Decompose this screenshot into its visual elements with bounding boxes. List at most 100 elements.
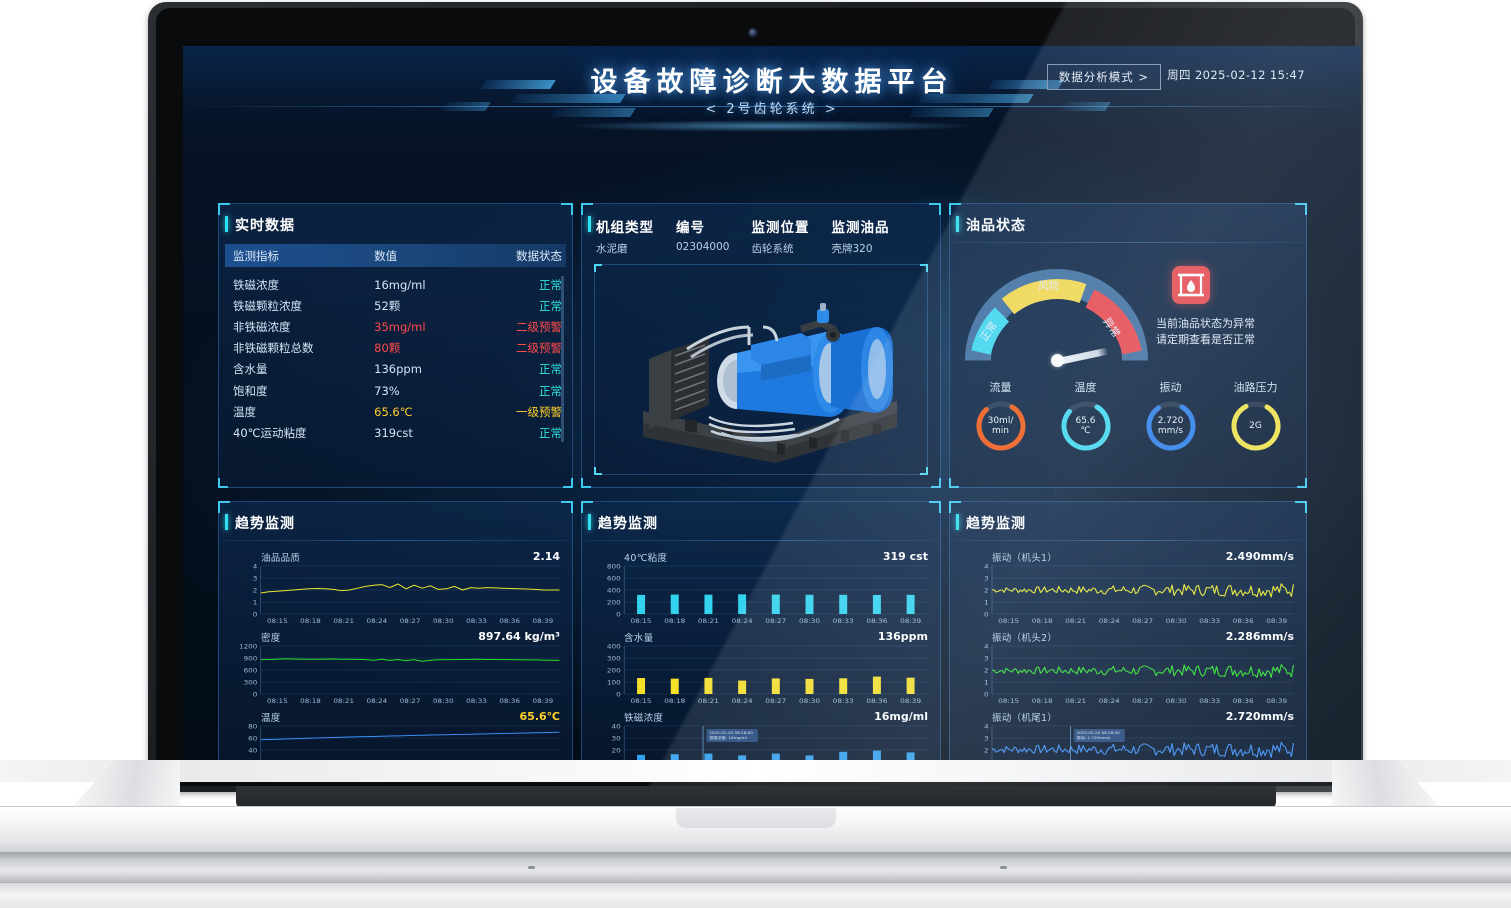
table-row: 铁磁颗粒浓度 52颗 正常 xyxy=(225,295,566,316)
table-row: 温度 65.6℃ 一级预警 xyxy=(225,401,566,422)
row-status: 正常 xyxy=(539,277,562,292)
ring-label: 油路压力 xyxy=(1233,381,1278,394)
page-title: 设备故障诊断大数据平台 xyxy=(590,67,954,98)
svg-text:08:15: 08:15 xyxy=(998,617,1019,624)
chart-temperature: 温度65.6℃02040608008:1508:1808:2108:2408:2… xyxy=(227,710,564,766)
chart-viscosity-40c: 40℃粘度 319 cst 0 200 400 600 800 08:15 08:18 08:21… xyxy=(590,550,932,630)
chart-plot: 0 1 2 3 4 08:15 08:18 08:21 08:24 08:27 08:30 08:33… xyxy=(227,563,564,627)
ring-value: 30ml/min xyxy=(987,415,1014,436)
trend-panel-right: 趋势监测 振动（机头1） 2.490mm/s 0 1 2 3 4 08:15 08:18 08:2… xyxy=(949,501,1307,766)
svg-text:08:27: 08:27 xyxy=(765,697,786,704)
gauge-needle-hub xyxy=(1050,354,1064,367)
chart-reading: 319 cst xyxy=(882,550,928,563)
equipment-3d-image xyxy=(625,293,915,463)
data-analysis-mode-button[interactable]: 数据分析模式 > xyxy=(1046,64,1161,90)
svg-text:4: 4 xyxy=(253,563,258,570)
svg-text:40: 40 xyxy=(611,723,620,730)
meta-value: 02304000 xyxy=(676,241,730,253)
panel-accent-bar xyxy=(225,216,228,232)
svg-text:200: 200 xyxy=(607,599,621,606)
svg-text:08:33: 08:33 xyxy=(1199,617,1220,624)
svg-text:2: 2 xyxy=(253,587,258,595)
svg-text:08:39: 08:39 xyxy=(900,617,921,624)
svg-text:振动: 2.720mm/s: 振动: 2.720mm/s xyxy=(1077,735,1111,740)
svg-text:08:36: 08:36 xyxy=(499,617,520,625)
svg-text:200: 200 xyxy=(607,667,621,674)
svg-text:08:15: 08:15 xyxy=(631,697,652,704)
oil-metric-rings: 流量 30ml/min 温度 65.6 ℃ 振动 2.720 mm/s 油路压力 2G xyxy=(958,379,1298,452)
ring-label: 振动 xyxy=(1159,381,1182,394)
chart-title: 40℃粘度 xyxy=(624,553,668,564)
svg-text:2: 2 xyxy=(984,667,989,674)
chart-reading: 2.14 xyxy=(532,550,560,563)
meta-key: 机组类型 xyxy=(596,220,654,236)
svg-text:30: 30 xyxy=(611,735,620,742)
ring-gauge: 65.6 ℃ xyxy=(1060,400,1112,452)
svg-text:0: 0 xyxy=(616,611,621,618)
chart-plot: 0 100 200 300 400 08:15 08:18 08:21 08:24 08:27 08… xyxy=(590,643,932,707)
svg-text:2: 2 xyxy=(984,747,989,754)
trend-panel-middle: 趋势监测 40℃粘度 319 cst 0 200 400 600 800 08:15 08:18… xyxy=(581,501,941,766)
svg-text:08:21: 08:21 xyxy=(333,617,354,625)
svg-text:300: 300 xyxy=(607,655,621,662)
chart-plot: 0 1 2 3 4 08:15 08:18 08:21 08:24 08:27 08:30 08:33… xyxy=(958,643,1298,707)
dashboard-header: 设备故障诊断大数据平台 < 2号齿轮系统 > 数据分析模式 > 周四 2025-… xyxy=(183,46,1361,146)
svg-text:08:21: 08:21 xyxy=(698,617,719,624)
svg-text:08:30: 08:30 xyxy=(1166,697,1187,704)
dashboard: 设备故障诊断大数据平台 < 2号齿轮系统 > 数据分析模式 > 周四 2025-… xyxy=(183,46,1361,766)
svg-text:08:24: 08:24 xyxy=(732,697,753,704)
svg-text:100: 100 xyxy=(607,679,621,686)
svg-text:铁磁浓度: 16mg/ml: 铁磁浓度: 16mg/ml xyxy=(709,735,746,740)
svg-text:08:39: 08:39 xyxy=(533,697,554,705)
meta-value: 壳牌320 xyxy=(831,243,873,255)
ring-gauge: 2G xyxy=(1230,400,1282,452)
table-row: 含水量 136ppm 正常 xyxy=(225,359,566,380)
oil-status-panel: 油品状态 正常 风险 异常 xyxy=(949,203,1307,488)
chart-oil-quality: 油品品质 2.14 0 1 2 3 4 08:15 08:18 08:21 08:24 08:27 08… xyxy=(227,550,564,630)
svg-text:08:36: 08:36 xyxy=(499,697,520,705)
svg-text:0: 0 xyxy=(253,611,258,619)
oil-alert-line-1: 当前油品状态为异常 xyxy=(1156,317,1255,330)
device-info-panel: 机组类型 水泥磨 编号 02304000 监测位置 齿轮系统 监测油品 壳牌320 xyxy=(581,203,941,488)
oil-metric-ring: 振动 2.720 mm/s xyxy=(1128,379,1213,452)
svg-text:600: 600 xyxy=(244,667,258,675)
svg-text:4: 4 xyxy=(984,563,989,570)
column-header-value: 数值 xyxy=(374,248,398,263)
laptop-base-middle xyxy=(0,852,1511,882)
chart-vibration-head-1: 振动（机头1） 2.490mm/s 0 1 2 3 4 08:15 08:18 08:21 08:2… xyxy=(958,550,1298,630)
svg-text:08:27: 08:27 xyxy=(400,697,421,705)
svg-text:08:21: 08:21 xyxy=(1065,697,1086,704)
chart-title: 振动（机头1） xyxy=(992,553,1058,564)
device-image-frame xyxy=(594,264,928,475)
svg-text:08:36: 08:36 xyxy=(1233,697,1254,704)
svg-text:08:27: 08:27 xyxy=(1132,697,1153,704)
chart-title: 含水量 xyxy=(624,633,654,644)
ring-gauge: 2.720 mm/s xyxy=(1145,400,1197,452)
trend-right-title: 趋势监测 xyxy=(966,516,1026,532)
svg-text:08:33: 08:33 xyxy=(833,617,854,624)
realtime-table-body: 铁磁浓度 16mg/ml 正常 铁磁颗粒浓度 52颗 正常 非铁磁浓度 35mg/ml 二级预警… xyxy=(225,274,566,444)
svg-text:08:30: 08:30 xyxy=(433,617,454,625)
row-value: 35mg/ml xyxy=(374,319,426,334)
chart-reading: 2.490mm/s xyxy=(1225,550,1294,563)
panel-accent-bar xyxy=(225,514,228,530)
svg-text:08:39: 08:39 xyxy=(1266,617,1287,624)
chart-title: 铁磁浓度 xyxy=(624,713,664,724)
row-value: 65.6℃ xyxy=(374,404,413,419)
realtime-scrollbar[interactable] xyxy=(561,276,564,442)
svg-text:08:30: 08:30 xyxy=(1166,617,1187,624)
ring-value: 2.720 mm/s xyxy=(1157,415,1184,436)
svg-text:08:15: 08:15 xyxy=(631,617,652,624)
panel-divider xyxy=(582,540,940,541)
header-divider xyxy=(183,106,1361,107)
meta-key: 监测油品 xyxy=(831,220,890,236)
svg-text:3: 3 xyxy=(984,575,989,582)
meta-key: 监测位置 xyxy=(751,220,810,236)
svg-text:08:18: 08:18 xyxy=(1032,617,1053,624)
svg-text:0: 0 xyxy=(984,691,989,698)
panel-accent-bar xyxy=(956,216,959,232)
svg-text:08:24: 08:24 xyxy=(367,617,388,625)
svg-text:0: 0 xyxy=(984,611,989,618)
column-header-metric: 监测指标 xyxy=(233,248,279,263)
